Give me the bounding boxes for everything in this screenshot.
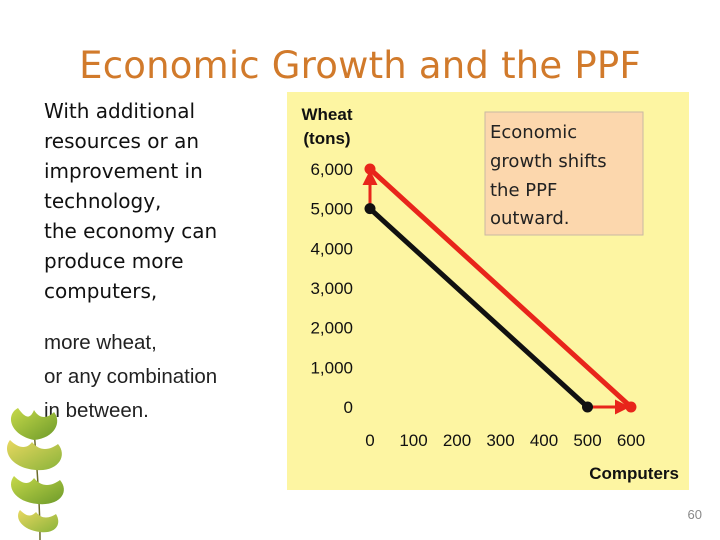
- slide-title: Economic Growth and the PPF: [79, 44, 641, 87]
- leaf-shape: [7, 440, 62, 471]
- y-tick-label: 4,000: [310, 239, 353, 258]
- leaf-shape: [18, 510, 59, 533]
- body-line: or any combination: [44, 365, 218, 388]
- original-ppf-endpoint: [364, 203, 376, 215]
- body-line: the economy can: [44, 219, 218, 243]
- y-tick-label: 2,000: [310, 319, 353, 338]
- y-tick-label: 0: [344, 398, 353, 417]
- callout-line: Economic: [490, 122, 577, 143]
- y-tick-label: 5,000: [310, 200, 353, 219]
- body-line: technology,: [44, 189, 162, 213]
- x-tick-label: 500: [573, 431, 601, 450]
- x-tick-label: 300: [486, 431, 514, 450]
- original-ppf-endpoint: [582, 401, 593, 413]
- new-ppf-endpoint: [364, 163, 376, 175]
- y-axis-label-line: Wheat: [302, 105, 353, 124]
- body-line: improvement in: [44, 159, 203, 183]
- body-line: With additional: [44, 99, 196, 123]
- x-tick-label: 600: [617, 431, 645, 450]
- callout-line: the PPF: [490, 180, 557, 201]
- body-text-secondary: more wheat, or any combination in betwee…: [44, 326, 274, 428]
- body-line: produce more: [44, 249, 184, 273]
- body-line: resources or an: [44, 129, 200, 153]
- callout-box: Economic growth shifts the PPF outward.: [484, 111, 644, 236]
- x-tick-label: 400: [530, 431, 558, 450]
- ginkgo-leaves-decoration: [7, 408, 64, 540]
- body-line: more wheat,: [44, 331, 157, 354]
- body-text-primary: With additional resources or an improvem…: [44, 96, 264, 306]
- body-line: in between.: [44, 399, 149, 422]
- callout-line: outward.: [490, 208, 569, 229]
- y-axis-label-line: (tons): [303, 129, 350, 148]
- y-tick-label: 3,000: [310, 279, 353, 298]
- y-tick-label: 1,000: [310, 358, 353, 377]
- y-tick-label: 6,000: [310, 160, 353, 179]
- page-number: 60: [687, 507, 702, 522]
- new-ppf-endpoint: [625, 401, 637, 413]
- x-axis-label: Computers: [589, 464, 679, 483]
- x-tick-label: 100: [399, 431, 427, 450]
- new-ppf-line: [367, 166, 634, 410]
- x-tick-label: 0: [365, 431, 374, 450]
- x-tick-label: 200: [443, 431, 471, 450]
- callout-line: growth shifts: [490, 151, 607, 172]
- leaf-shape: [11, 408, 58, 440]
- body-line: computers,: [44, 279, 158, 303]
- original-ppf-line: [367, 206, 590, 410]
- ppf-chart: Economic growth shifts the PPF outward. …: [287, 92, 689, 490]
- leaf-shape: [11, 476, 64, 505]
